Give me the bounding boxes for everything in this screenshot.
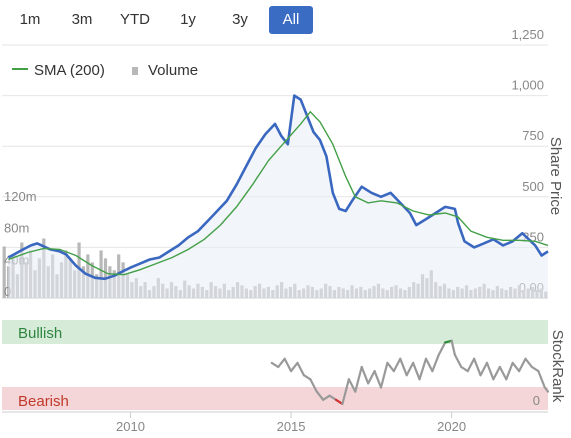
stockrank-segment [424,357,434,373]
stockrank-segment [289,361,299,373]
range-button-1m[interactable]: 1m [8,6,52,34]
volume-tick-label: 0 [4,284,11,299]
stockrank-segment [511,361,521,373]
stockrank-segment [412,361,421,381]
volume-tick-label: 80m [4,221,29,236]
range-button-ytd[interactable]: YTD [112,6,158,34]
stockrank-segment [485,361,495,381]
stockrank-segment [466,357,476,373]
stockrank-segment [315,390,325,401]
stockrank-segment [322,394,331,401]
stockrank-segment [524,357,534,369]
stockrank-segment [277,357,286,369]
stockrank-segment [347,378,357,393]
stockrank-segment [473,357,482,377]
price-tick-label: 500 [522,179,544,194]
volume-bar [2,246,6,298]
stockrank-segment [373,370,383,389]
stockrank-segment [543,386,550,393]
price-area [8,95,548,298]
price-tick-label: 750 [522,128,544,143]
range-button-all[interactable]: All [269,6,313,34]
stockrank-segment [399,357,408,377]
x-tick-label: 2010 [116,419,145,434]
legend-volume-label: Volume [148,62,198,79]
stockrank-segment [492,365,501,381]
stockrank-segment [498,365,508,381]
volume-bar [99,250,103,298]
stockrank-segment [360,365,370,385]
bullish-zone [2,320,548,344]
range-button-1y[interactable]: 1y [166,6,210,34]
volume-tick-label: 120m [4,189,37,204]
stockrank-segment [405,361,415,377]
stockrank-segment [341,378,350,405]
stockrank-segment [460,365,469,373]
stockrank-segment [296,361,306,377]
stockrank-segment [517,357,527,373]
stockrank-segment [283,357,293,373]
stockrank-segment [386,361,395,373]
bearish-label: Bearish [18,393,69,410]
price-tick-label: 1,250 [511,27,544,42]
stockrank-segment [431,353,440,373]
stockrank-segment [354,365,363,393]
bearish-zone [2,387,548,410]
legend-sma-label: SMA (200) [34,62,105,79]
stockrank-segment [379,361,389,389]
stockrank-segment [367,370,376,385]
stockrank-segment [437,341,447,356]
stockrank-axis-title: StockRank [549,330,566,403]
stockrank-segment [418,357,428,381]
stockrank-segment [392,357,402,373]
range-button-3m[interactable]: 3m [60,6,104,34]
stockrank-segment [479,361,489,377]
bullish-label: Bullish [18,325,62,342]
price-line [7,94,549,281]
stockrank-segment [309,378,318,393]
price-axis-title: Share Price [547,137,564,215]
legend-volume-swatch [132,67,138,75]
sma-line [8,110,549,276]
stockrank-segment [505,361,514,381]
stockrank-tick-label: 0 [533,393,540,408]
x-tick-label: 2020 [437,419,466,434]
stockrank-segment [530,365,540,373]
stockrank-segment [270,361,280,369]
stockrank-segment [537,370,546,389]
range-button-3y[interactable]: 3y [218,6,262,34]
stockrank-segment [334,398,344,405]
price-tick-label: 1,000 [511,78,544,93]
x-tick-label: 2015 [277,419,306,434]
range-selector: 1m 3m YTD 1y 3y All [8,6,321,34]
stockrank-segment [444,339,453,344]
stockrank-segment [302,374,312,381]
stockrank-segment [328,394,338,401]
stockrank-segment [450,339,456,356]
stockrank-segment [453,353,463,369]
